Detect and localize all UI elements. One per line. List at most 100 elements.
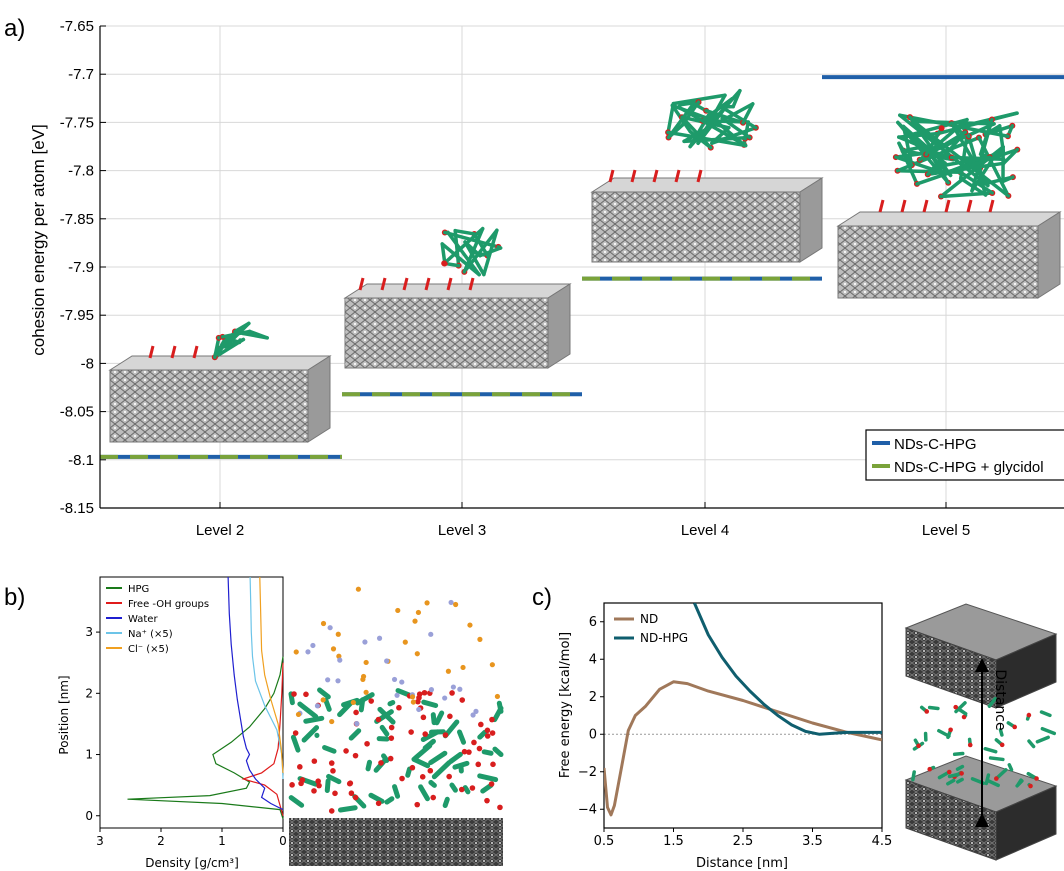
panel-c-series (604, 603, 882, 817)
polymer-bond (720, 116, 752, 140)
nd-slab-level-4 (590, 177, 824, 263)
series-line (127, 656, 284, 819)
polymer-bond (440, 242, 447, 266)
oh-stick (878, 199, 885, 213)
oxygen-atom (476, 745, 483, 752)
y-tick-label: 6 (589, 615, 597, 630)
x-tick-label: 0.5 (594, 834, 615, 849)
oxygen-atom (298, 780, 304, 787)
oh-stick (358, 277, 365, 291)
oh-stick (446, 277, 453, 291)
panel-b-ylabel: Position [nm] (57, 675, 71, 754)
polymer-segment (322, 745, 337, 754)
oxygen-atom (994, 776, 999, 781)
polymer-segment (1040, 726, 1057, 736)
oxygen-atom (924, 709, 930, 714)
polymer-bond (682, 102, 755, 144)
polymer-segment (412, 743, 433, 761)
nd-surface (289, 818, 503, 866)
ion (325, 677, 331, 683)
ion (409, 694, 416, 700)
panel-b-legend: HPG Free -OH groups Water Na⁺ (×5) Cl⁻ (×5) (106, 584, 209, 655)
oxygen-atom (368, 698, 375, 704)
oh-stick (674, 169, 681, 183)
oxygen-atom (311, 758, 318, 764)
polymer-segment (492, 746, 504, 758)
y-tick-label: -7.95 (60, 307, 94, 324)
oxygen-atom (375, 716, 382, 723)
polymer-segment (1027, 739, 1036, 749)
oxygen-atom (430, 794, 437, 801)
x-tick-label: 2.5 (733, 834, 754, 849)
ion (428, 631, 434, 637)
slab-front (109, 369, 309, 443)
hpg-level-4 (665, 88, 759, 151)
oxygen-atom (488, 781, 495, 787)
panel-label-c: c) (532, 584, 552, 611)
oxygen-atom (475, 761, 482, 768)
panel-c-structure (904, 603, 1058, 861)
oxygen-atom (458, 786, 465, 793)
y-tick-label: -7.75 (60, 114, 94, 131)
oh-stick (170, 345, 177, 359)
polymer-segment (481, 749, 494, 756)
polymer-bond (482, 228, 499, 277)
ion (415, 609, 422, 616)
panel-b-simulation-snapshot (288, 586, 504, 866)
oh-stick (608, 169, 615, 183)
nd-block-top (904, 603, 1058, 709)
oxygen-atom (388, 735, 395, 741)
oxygen-atom (388, 724, 395, 731)
polymer-bond (945, 155, 992, 167)
ion (330, 646, 337, 652)
y-tick-label: -7.85 (60, 211, 94, 228)
polymer-segment (392, 784, 401, 799)
oxygen-atom (489, 730, 496, 736)
slab-top (108, 355, 332, 371)
ion (336, 653, 342, 659)
series-line (693, 603, 882, 736)
oh-stick (630, 169, 637, 183)
polymer-segment (477, 729, 488, 740)
panel-b-axes: 3 2 1 0 0 1 2 3 (85, 576, 287, 848)
polymer-bond (462, 226, 485, 274)
oxygen-atom (346, 780, 353, 787)
x-tick-label: 1 (218, 834, 226, 848)
polymer-segment (301, 725, 320, 743)
oxygen-atom (408, 729, 414, 735)
polymer-segment (428, 750, 448, 766)
block-side (995, 785, 1057, 861)
y-tick-label: -7.8 (68, 163, 94, 180)
legend-label-glycidol: NDs-C-HPG + glycidol (894, 459, 1044, 476)
oh-stick (966, 199, 973, 213)
panel-label-b: b) (4, 584, 25, 611)
oxygen-atom (967, 742, 973, 748)
polymer-bond (680, 115, 713, 150)
x-tick-label: 4.5 (872, 834, 893, 849)
x-tick-label: Level 3 (438, 522, 486, 539)
oxygen-atom (419, 774, 426, 780)
oxygen-atom (416, 694, 422, 701)
polymer-segment (987, 697, 997, 708)
panel-b-chart: 3 2 1 0 0 1 2 3 HPG Free -OH groups Water Na⁺ (×5)… (57, 576, 504, 870)
oh-stick (652, 169, 659, 183)
polymer-segment (405, 766, 412, 778)
polymer-segment (354, 692, 375, 706)
polymer-segment (492, 705, 504, 723)
panel-c-xlabel: Distance [nm] (696, 856, 788, 871)
oh-stick (944, 199, 951, 213)
legend-label: Free -OH groups (128, 599, 209, 610)
slab-top (590, 177, 824, 193)
polymer-segment (927, 705, 940, 711)
slab-front (837, 225, 1039, 299)
polymer-bond (908, 117, 969, 137)
panel-c-axes: 0.5 1.5 2.5 3.5 4.5 −4 −2 0 2 4 6 (578, 602, 893, 849)
ion (293, 649, 299, 655)
polymer-bond (696, 93, 727, 145)
polymer-segment (317, 687, 331, 700)
oxygen-atom (427, 767, 434, 774)
block-side (995, 633, 1057, 709)
ion (310, 642, 316, 649)
oxygen-atom (490, 761, 496, 768)
plot-frame (99, 576, 284, 829)
